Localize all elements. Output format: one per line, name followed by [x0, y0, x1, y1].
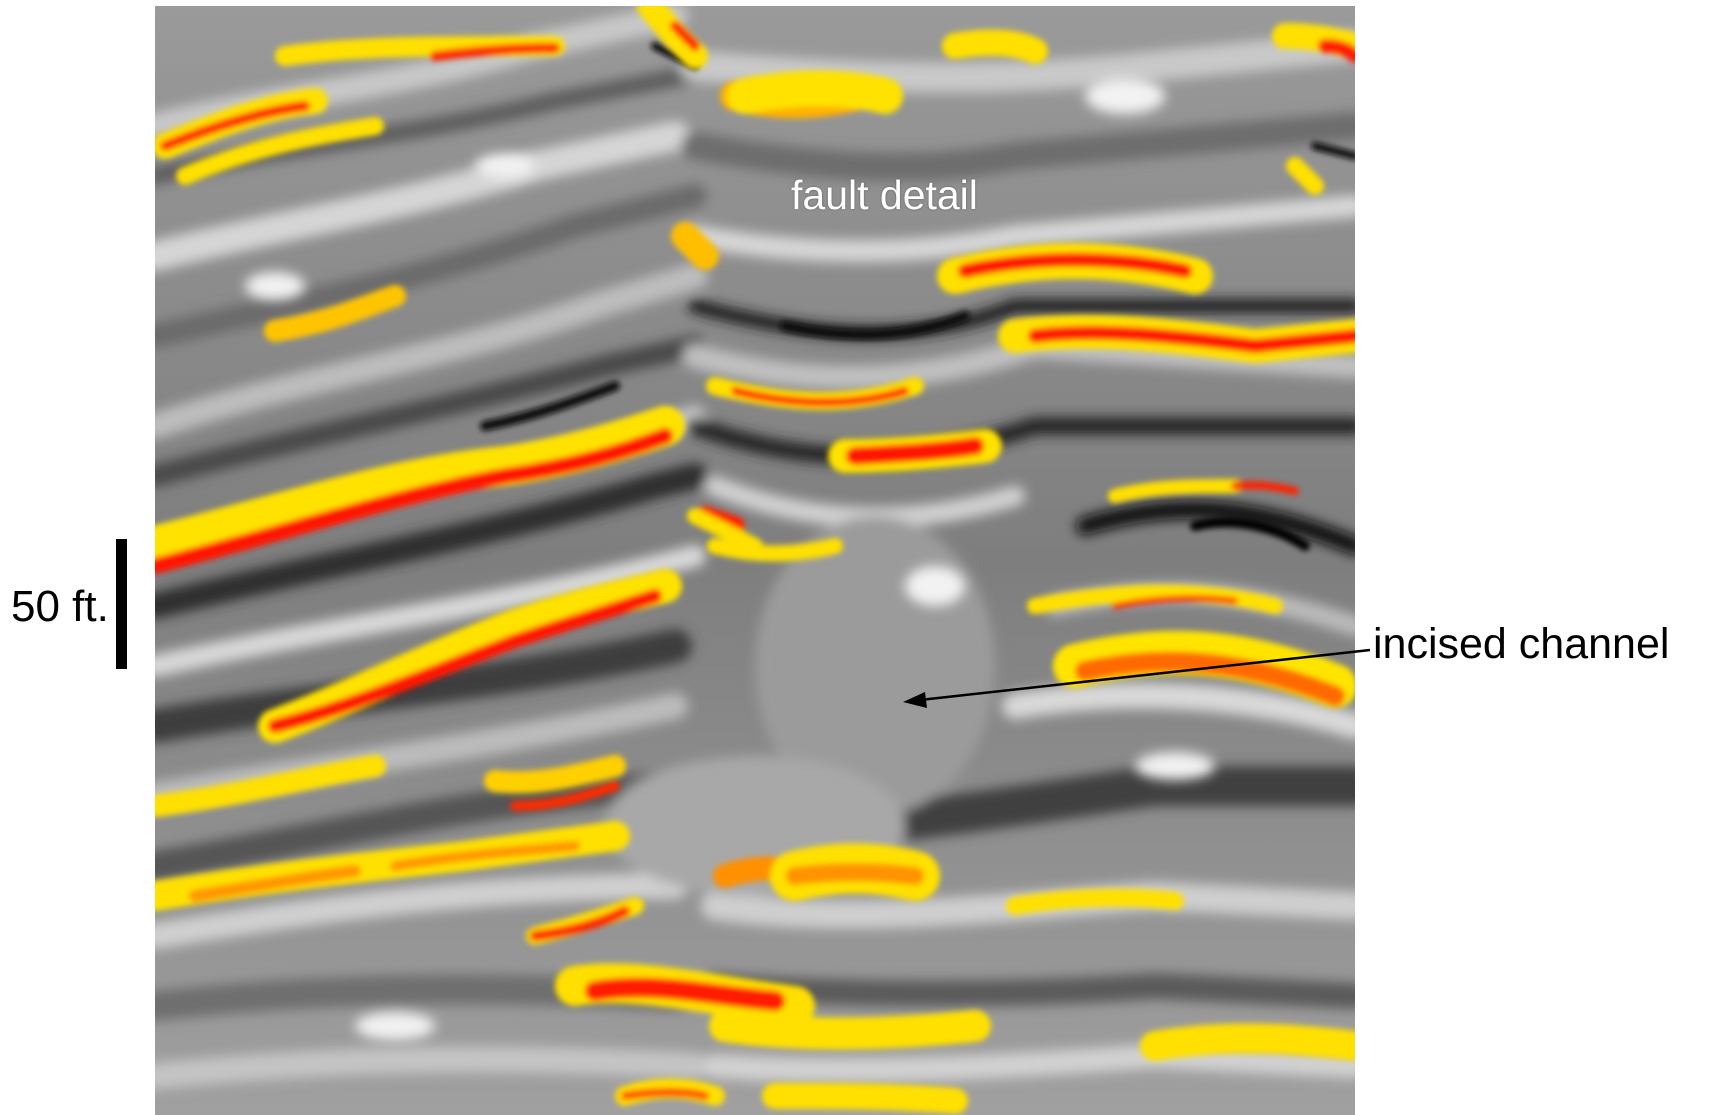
fault-detail-label: fault detail [791, 172, 978, 218]
incised-channel-label: incised channel [1373, 620, 1670, 668]
seismic-section-image [155, 6, 1355, 1115]
scale-bar [116, 539, 127, 669]
scale-bar-label: 50 ft. [11, 582, 109, 631]
